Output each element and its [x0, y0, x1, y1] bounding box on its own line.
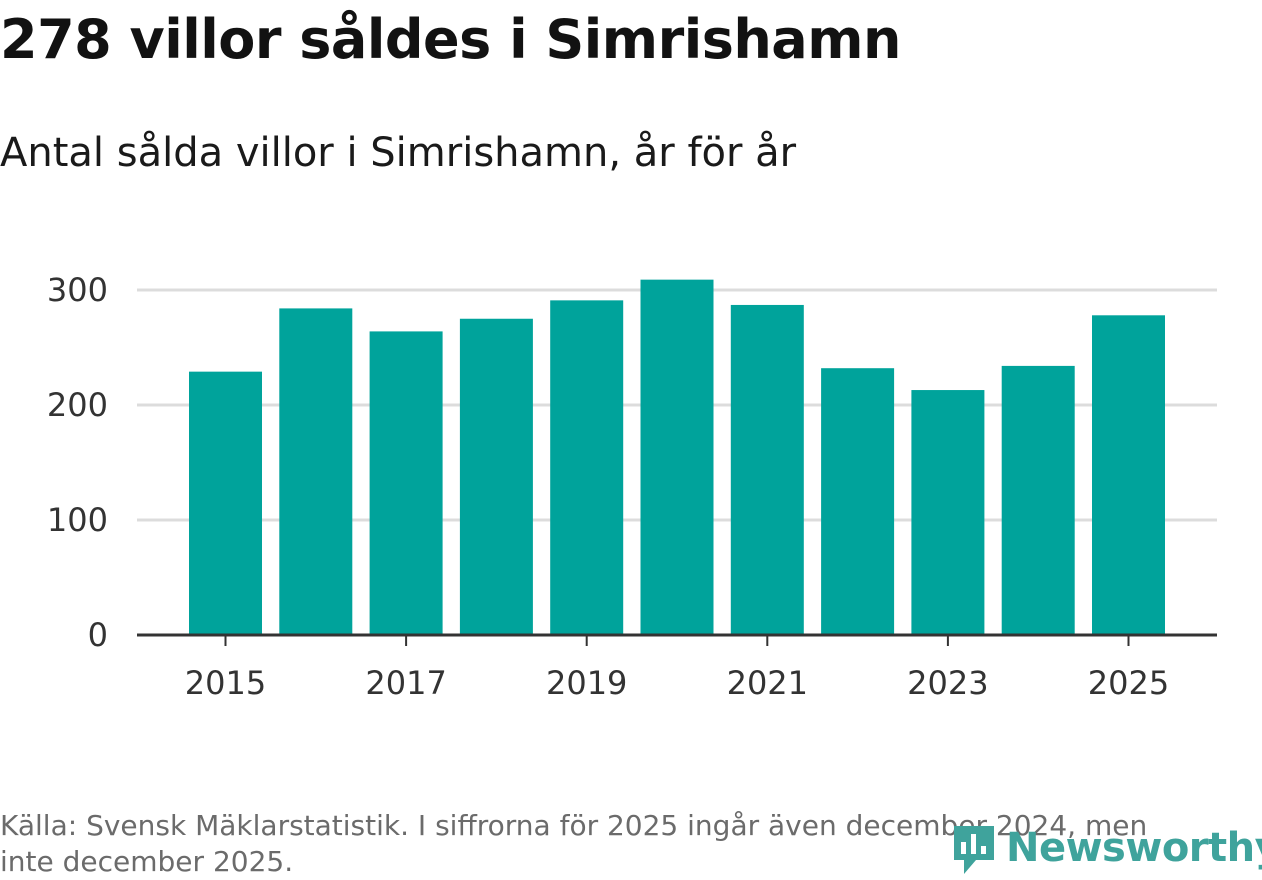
newsworthy-logo: Newsworthy	[950, 820, 1262, 876]
bar-2024	[1001, 365, 1075, 635]
bar-2025	[1092, 315, 1165, 635]
x-axis: 2015 2017 2019 2021 2023 2025	[185, 635, 1169, 702]
brand-name: Newsworthy	[1006, 825, 1262, 871]
y-axis: 0 100 200 300	[47, 271, 108, 654]
chart-subtitle: Antal sålda villor i Simrishamn, år för …	[0, 130, 797, 176]
bar-chart: 0 100 200 300 2015 2017 2019 2021 2023 2025	[47, 271, 1217, 702]
y-tick-label-200: 200	[47, 386, 108, 424]
bar-2016	[279, 308, 353, 635]
x-tick-label-2017: 2017	[365, 664, 446, 702]
bar-2018	[459, 318, 533, 635]
x-tick-label-2015: 2015	[185, 664, 266, 702]
bar-2022	[821, 368, 895, 635]
y-tick-label-300: 300	[47, 271, 108, 309]
x-tick-label-2025: 2025	[1088, 664, 1169, 702]
bar-2017	[369, 331, 443, 635]
bar-2021	[730, 304, 804, 635]
newsworthy-logo-icon	[954, 826, 994, 874]
chart-title: 278 villor såldes i Simrishamn	[0, 8, 901, 71]
bar-2019	[550, 300, 624, 635]
y-tick-label-0: 0	[88, 616, 108, 654]
bar-2015	[189, 371, 262, 635]
x-tick-label-2023: 2023	[907, 664, 988, 702]
x-tick-label-2019: 2019	[546, 664, 627, 702]
bar-2023	[911, 390, 985, 635]
bars	[189, 279, 1165, 635]
y-tick-label-100: 100	[47, 501, 108, 539]
bar-2020	[640, 279, 714, 635]
x-tick-label-2021: 2021	[727, 664, 808, 702]
